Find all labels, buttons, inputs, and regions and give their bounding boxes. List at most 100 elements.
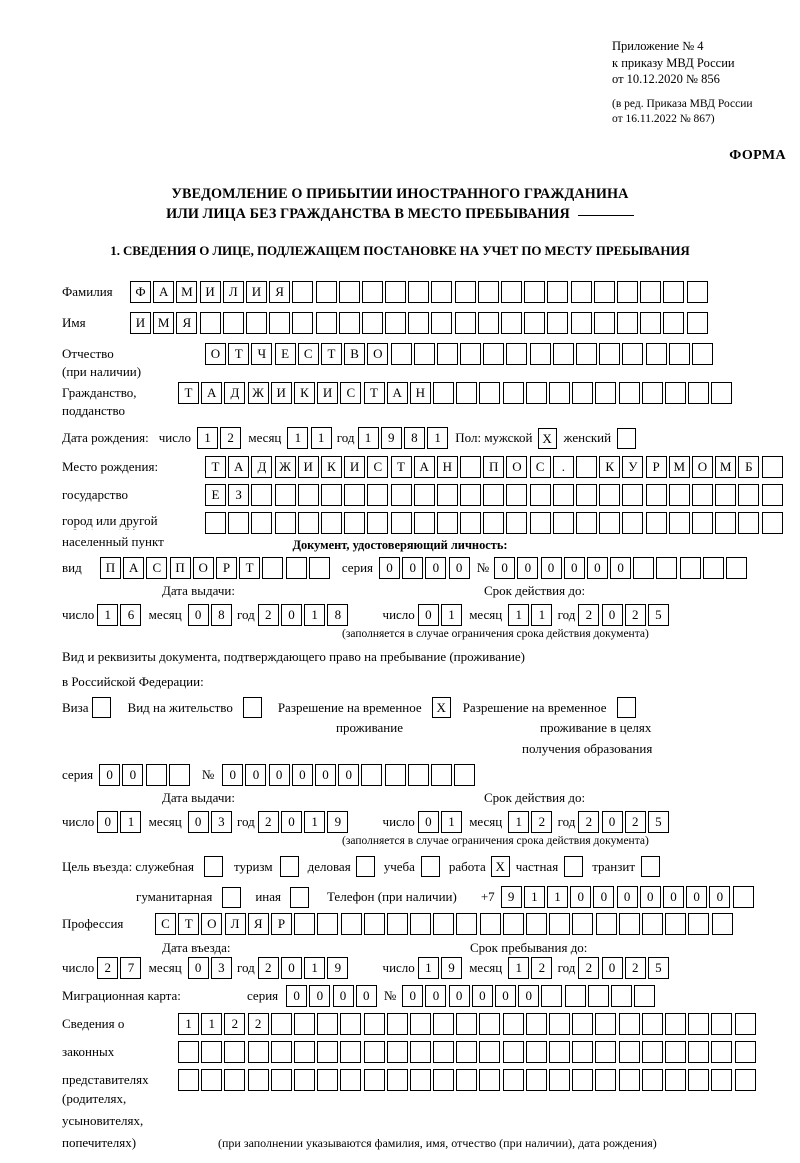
migration-series-cell-3[interactable]: 0 [332, 985, 354, 1007]
legal-reps-1-cell-18[interactable] [572, 1013, 594, 1035]
doc-valid-month-cell-2[interactable]: 1 [531, 604, 553, 626]
name-cell-25[interactable] [686, 312, 708, 334]
phone-cell-1[interactable]: 9 [500, 886, 522, 908]
birthplace-3-cell-11[interactable] [436, 512, 458, 534]
legal-reps-3-cell-25[interactable] [734, 1069, 756, 1091]
migration-series-cell-2[interactable]: 0 [309, 985, 331, 1007]
birth-year-cell-3[interactable]: 8 [403, 427, 425, 449]
purpose-business-checkbox[interactable] [355, 856, 375, 877]
document-number-cell-1[interactable]: 0 [494, 557, 516, 579]
doc-issue-day-cell-2[interactable]: 6 [120, 604, 142, 626]
permit-series-cell-1[interactable]: 0 [99, 764, 121, 786]
doc-issue-year-cell-4[interactable]: 8 [327, 604, 349, 626]
name-cell-23[interactable] [640, 312, 662, 334]
purpose-study-checkbox[interactable] [420, 856, 440, 877]
birth-month-cell-1[interactable]: 1 [287, 427, 309, 449]
citizenship-cell-8[interactable]: С [340, 382, 362, 404]
purpose-work-checkbox[interactable]: X [490, 856, 510, 877]
profession-cell-8[interactable] [317, 913, 339, 935]
citizenship-cell-10[interactable]: А [386, 382, 408, 404]
legal-reps-2-cell-23[interactable] [688, 1041, 710, 1063]
birthplace-3-cell-25[interactable] [761, 512, 783, 534]
birthplace-2-cell-25[interactable] [761, 484, 783, 506]
birthplace-1-cell-14[interactable]: О [506, 456, 528, 478]
profession-cell-4[interactable]: Л [224, 913, 246, 935]
profession-cell-15[interactable] [479, 913, 501, 935]
surname-cell-20[interactable] [570, 281, 592, 303]
phone-cell-4[interactable]: 0 [570, 886, 592, 908]
legal-reps-2-cell-7[interactable] [317, 1041, 339, 1063]
legal-reps-1-cell-12[interactable] [433, 1013, 455, 1035]
legal-reps-1-cell-1[interactable]: 1 [178, 1013, 199, 1035]
legal-reps-2-cell-17[interactable] [549, 1041, 570, 1063]
name-cell-4[interactable] [199, 312, 221, 334]
legal-reps-3-cell-11[interactable] [409, 1069, 431, 1091]
birthplace-2-cell-10[interactable] [413, 484, 435, 506]
document-kind-cell-8[interactable] [262, 557, 284, 579]
stay-year-cell-1[interactable]: 2 [578, 957, 600, 979]
birthplace-3-cell-7[interactable] [344, 512, 366, 534]
name-cell-16[interactable] [477, 312, 499, 334]
legal-reps-1-cell-17[interactable] [549, 1013, 570, 1035]
profession-cell-2[interactable]: Т [178, 913, 200, 935]
birthplace-1-cell-5[interactable]: И [297, 456, 319, 478]
document-series-cell-2[interactable]: 0 [402, 557, 424, 579]
document-number-cell-10[interactable] [702, 557, 724, 579]
document-number-cell-4[interactable]: 0 [563, 557, 585, 579]
birthplace-3-cell-9[interactable] [390, 512, 412, 534]
phone-cell-11[interactable] [732, 886, 754, 908]
citizenship-cell-15[interactable] [502, 382, 524, 404]
birthplace-3-cell-15[interactable] [529, 512, 551, 534]
citizenship-cell-19[interactable] [595, 382, 617, 404]
patronymic-cell-18[interactable] [599, 343, 621, 365]
legal-reps-1-cell-25[interactable] [734, 1013, 756, 1035]
citizenship-cell-9[interactable]: Т [363, 382, 385, 404]
birthplace-1-cell-19[interactable]: У [622, 456, 644, 478]
birthplace-1-cell-17[interactable] [576, 456, 597, 478]
surname-cell-6[interactable]: И [245, 281, 267, 303]
profession-cell-16[interactable] [502, 913, 524, 935]
profession-cell-25[interactable] [711, 913, 733, 935]
purpose-private-checkbox[interactable] [564, 856, 584, 877]
stay-day-cell-2[interactable]: 9 [441, 957, 462, 979]
permit-valid-year-cell-4[interactable]: 5 [647, 811, 669, 833]
document-series-cell-4[interactable]: 0 [448, 557, 470, 579]
doc-issue-year-cell-3[interactable]: 1 [304, 604, 326, 626]
surname-cell-16[interactable] [477, 281, 499, 303]
permit-number-cell-11[interactable] [454, 764, 476, 786]
document-kind-cell-2[interactable]: А [123, 557, 145, 579]
citizenship-cell-5[interactable]: И [270, 382, 292, 404]
legal-reps-2-cell-2[interactable] [201, 1041, 223, 1063]
legal-reps-3-cell-19[interactable] [595, 1069, 617, 1091]
citizenship-cell-16[interactable] [525, 382, 547, 404]
name-cell-12[interactable] [385, 312, 407, 334]
birthplace-3-cell-14[interactable] [506, 512, 528, 534]
legal-reps-boxes-row-3[interactable] [178, 1069, 758, 1091]
legal-reps-3-cell-24[interactable] [711, 1069, 733, 1091]
birthplace-1-cell-18[interactable]: К [599, 456, 621, 478]
name-cell-22[interactable] [616, 312, 638, 334]
patronymic-cell-12[interactable] [460, 343, 482, 365]
document-number-cell-7[interactable] [633, 557, 655, 579]
patronymic-cell-21[interactable] [668, 343, 690, 365]
legal-reps-3-cell-21[interactable] [641, 1069, 663, 1091]
patronymic-cell-1[interactable]: О [205, 343, 226, 365]
temp-residence-education-checkbox[interactable] [616, 697, 636, 718]
permit-series-cell-2[interactable]: 0 [122, 764, 144, 786]
doc-valid-year-cell-3[interactable]: 2 [624, 604, 646, 626]
legal-reps-3-cell-23[interactable] [688, 1069, 710, 1091]
entry-year-cell-1[interactable]: 2 [257, 957, 279, 979]
patronymic-cell-10[interactable] [413, 343, 435, 365]
stay-year-cell-2[interactable]: 0 [601, 957, 623, 979]
permit-issue-day-cell-2[interactable]: 1 [120, 811, 142, 833]
